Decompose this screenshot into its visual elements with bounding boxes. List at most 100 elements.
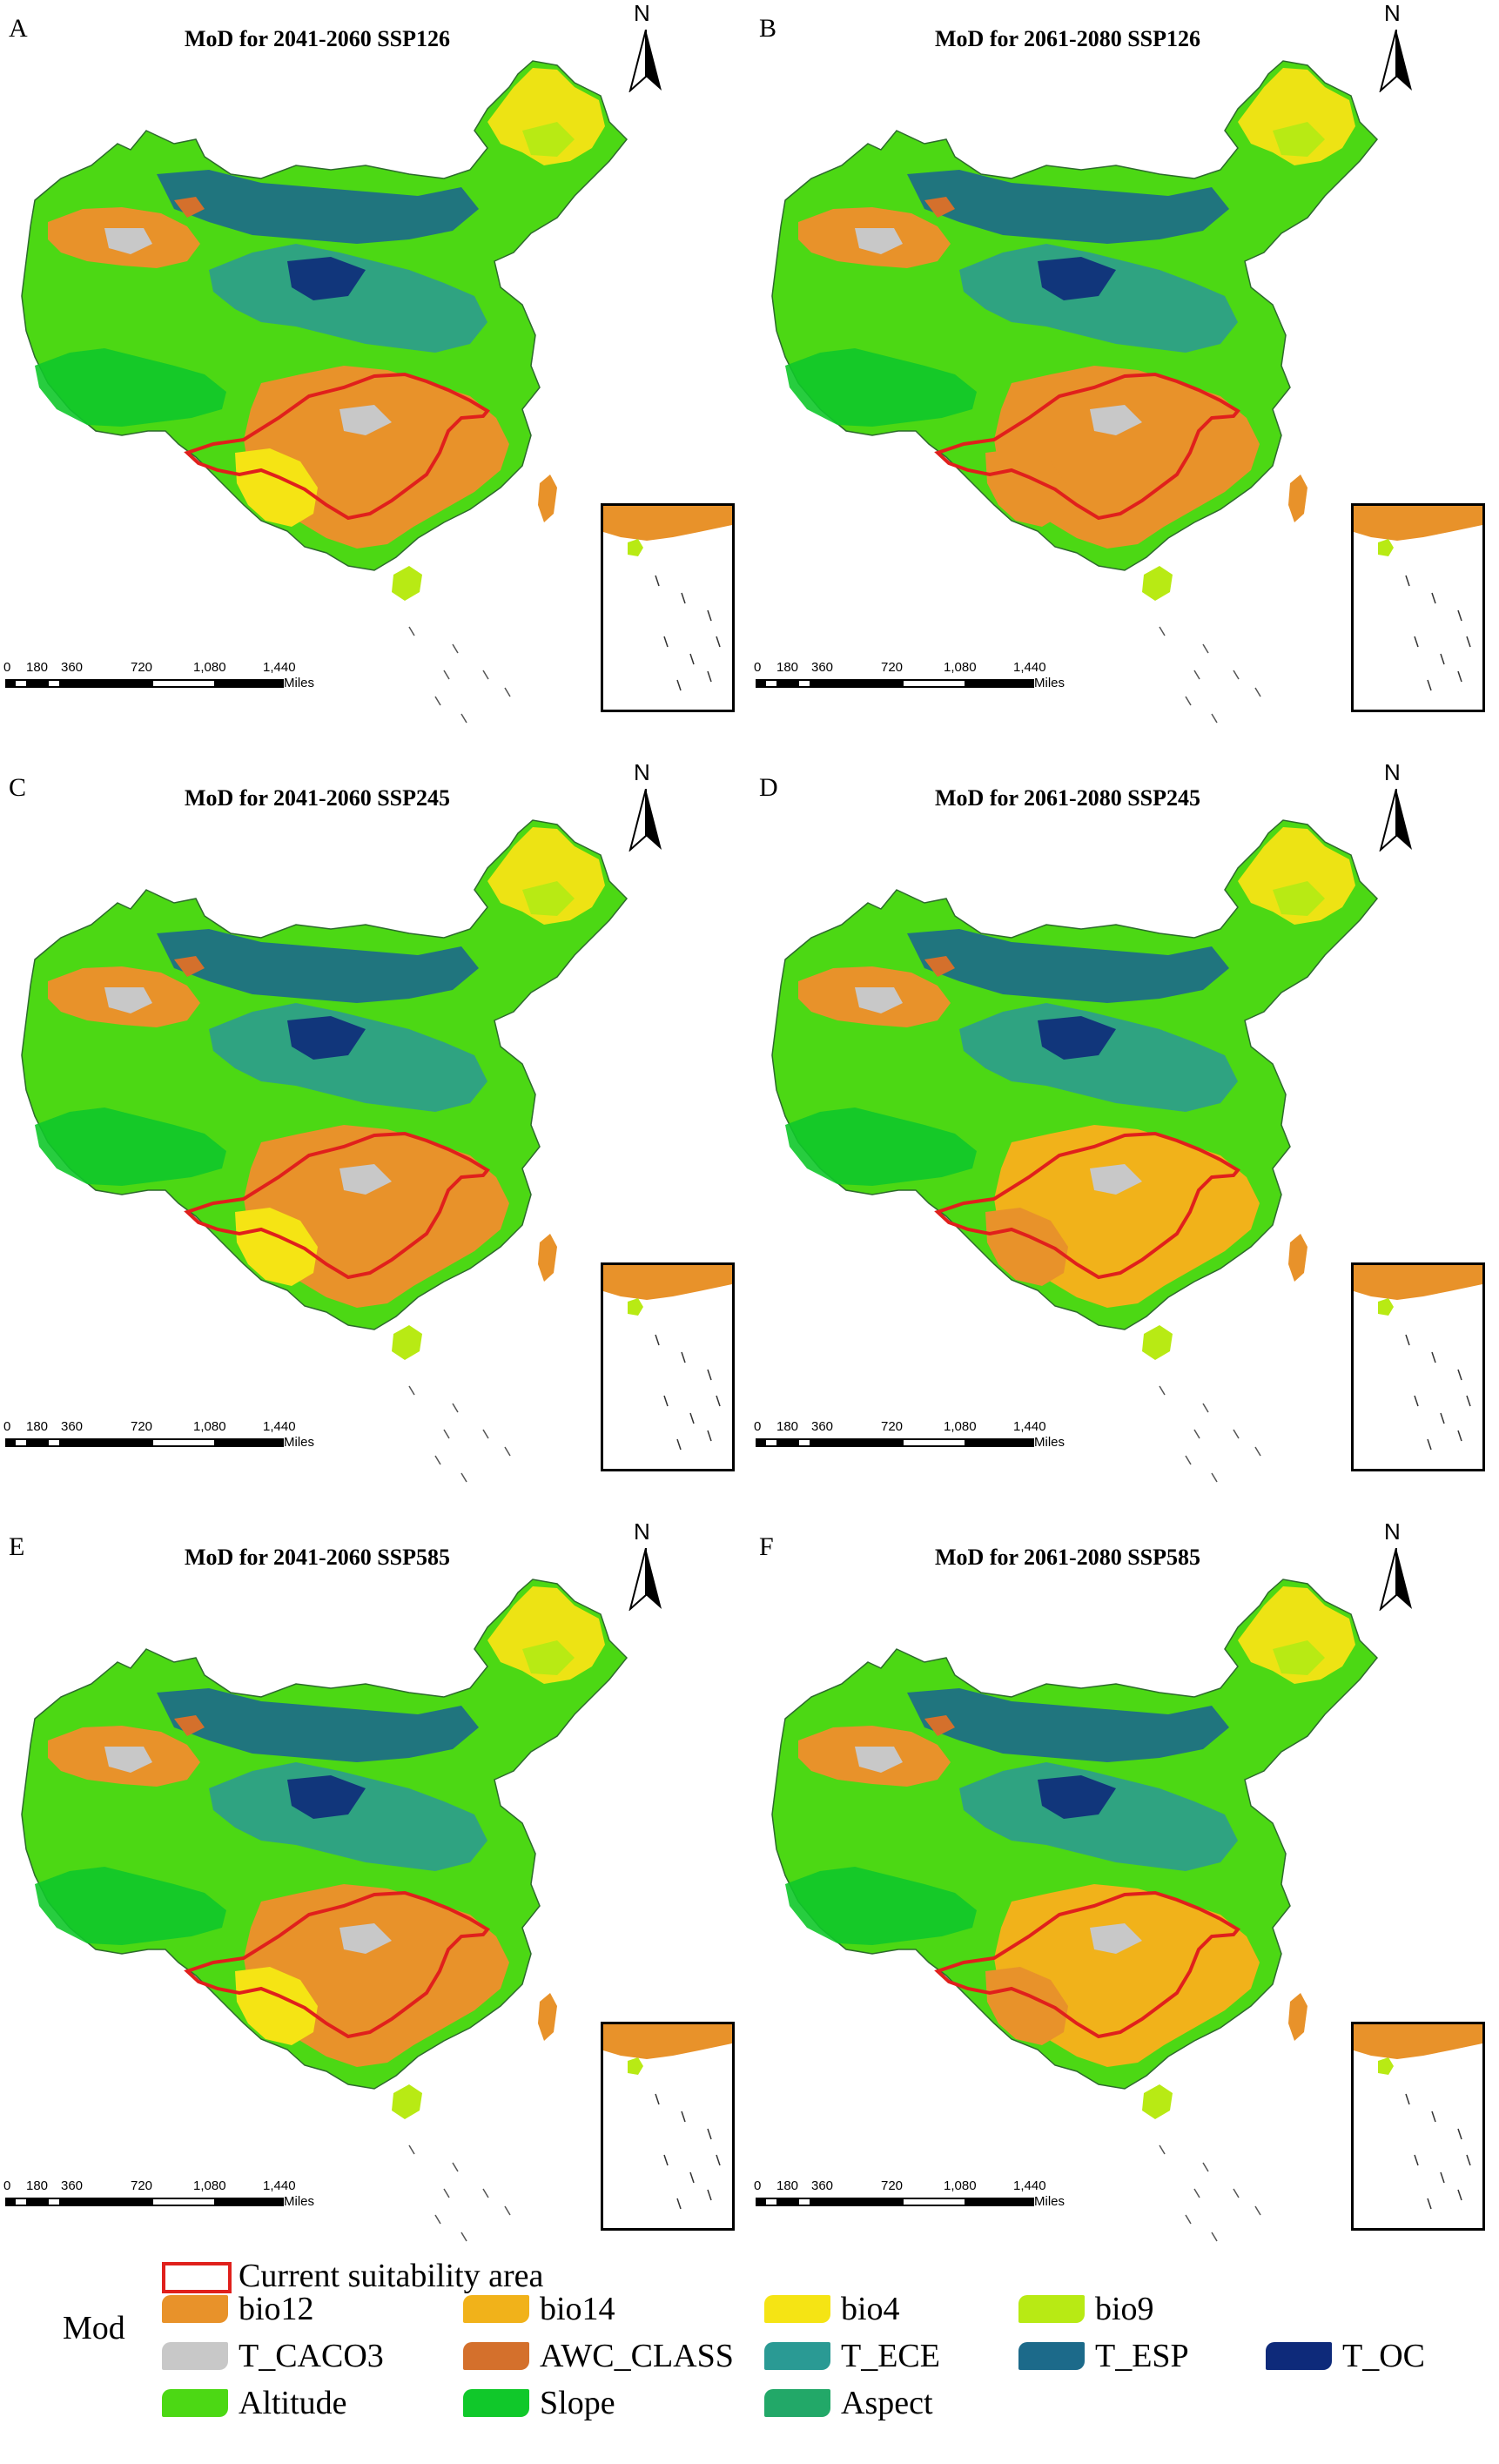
scale-bar [5,679,284,688]
scale-tick-label: 180 [776,2178,799,2193]
map-panel-C: C MoD for 2041-2060 SSP245 N 0 180 360 720 1,08… [0,759,749,1517]
taiwan-island [538,475,557,522]
region-yunnan [985,448,1068,527]
legend-label: Slope [540,2385,615,2421]
island-mark [1202,2162,1209,2172]
island-mark [1254,2205,1261,2216]
region-slope [35,348,226,427]
scale-tick-label: 1,440 [263,660,296,675]
scale-bar [756,2198,1034,2206]
island-mark [1185,2214,1192,2225]
region-t-esp [157,170,479,244]
panel-title: MoD for 2041-2060 SSP585 [185,1545,451,1570]
island-mark [1233,1429,1240,1439]
island-mark [443,1429,450,1439]
region-bio4-northeast [1238,827,1355,925]
south-china-sea-inset [1351,1262,1485,1471]
hainan-island [1142,2084,1173,2119]
region-t-oc [287,1016,366,1060]
scale-tick-label: 720 [881,2178,904,2193]
region-t-ece [959,1003,1238,1112]
region-slope [785,1867,977,1945]
region-yunnan [235,448,318,527]
island-mark [460,1472,467,1483]
legend-swatch [764,2295,830,2323]
legend-label: bio4 [841,2291,900,2327]
north-label: N [1384,759,1401,785]
scale-tick-label: 1,080 [193,1419,226,1434]
island-mark [482,670,489,680]
scale-bar [5,2198,284,2206]
region-slope [785,348,977,427]
region-slope [35,1107,226,1186]
legend-item-altitude: Altitude [162,2384,423,2422]
north-label: N [634,0,650,26]
scale-bar [756,1438,1034,1447]
island-mark [434,696,441,706]
legend-swatch [162,2342,228,2370]
inset-mainland [1354,1265,1482,1300]
scale-tick-label: 1,440 [263,1419,296,1434]
region-bio9 [1273,881,1325,916]
region-bio9 [1273,1640,1325,1675]
north-label: N [1384,0,1401,26]
region-t-ece [209,1762,487,1871]
legend: Current suitability area Mod bio12 bio14 b… [0,2238,1499,2464]
north-arrow-icon [1379,789,1412,852]
legend-item-t-oc: T_OC [1266,2337,1499,2375]
region-t-caco3 [104,987,152,1013]
legend-label: T_ECE [841,2338,940,2374]
scale-tick-label: 1,080 [193,660,226,675]
scale-tick-label: 1,080 [944,2178,977,2193]
legend-swatch [764,2342,830,2370]
hainan-island [392,2084,422,2119]
island-mark [1233,2188,1240,2198]
current-suitability-outline [184,1890,491,2039]
legend-swatch [1266,2342,1332,2370]
region-t-caco3-south [339,405,392,435]
region-bio9 [522,881,575,916]
region-awc-class [924,956,955,977]
region-t-caco3 [855,228,903,254]
scale-tick-label: 720 [881,1419,904,1434]
hainan-island [392,566,422,601]
legend-item-bio4: bio4 [764,2290,1025,2328]
region-awc-class [924,197,955,218]
legend-label: AWC_CLASS [540,2338,734,2374]
legend-swatch [1018,2295,1085,2323]
scale-tick-label: 360 [61,660,84,675]
legend-item-awc-class: AWC_CLASS [463,2337,734,2375]
scale-tick-label: 1,080 [944,1419,977,1434]
legend-swatch [162,2389,228,2417]
map-panel-A: A MoD for 2041-2060 SSP126 N 0 180 360 720 1,08… [0,0,749,757]
inset-hainan [1378,1298,1394,1316]
region-t-esp [157,929,479,1003]
legend-item-t-esp: T_ESP [1018,2337,1280,2375]
region-t-caco3 [104,1747,152,1773]
island-mark [504,1446,511,1457]
region-t-caco3-south [1090,1923,1142,1954]
island-mark [408,626,415,636]
scale-tick-label: 360 [61,1419,84,1434]
south-china-sea-inset [1351,2022,1485,2231]
legend-swatch [463,2295,529,2323]
china-map-E [21,1579,629,2242]
region-t-oc [1038,1775,1116,1819]
legend-swatch [1018,2342,1085,2370]
current-suitability-outline [184,1131,491,1280]
region-awc-class [174,1715,205,1736]
region-bio9 [522,1640,575,1675]
scale-bar [5,1438,284,1447]
scale-tick-label: 0 [754,1419,762,1434]
region-t-ece [209,244,487,353]
map-panel-E: E MoD for 2041-2060 SSP585 N 0 180 360 720 1,08… [0,1518,749,2276]
island-mark [482,1429,489,1439]
region-t-esp [907,170,1229,244]
region-t-caco3-south [339,1923,392,1954]
legend-item-t-caco3: T_CACO3 [162,2337,423,2375]
inset-mainland [1354,2024,1482,2059]
legend-label: T_OC [1342,2338,1425,2374]
region-t-oc [287,257,366,300]
region-t-oc [287,1775,366,1819]
north-arrow-icon [1379,30,1412,92]
